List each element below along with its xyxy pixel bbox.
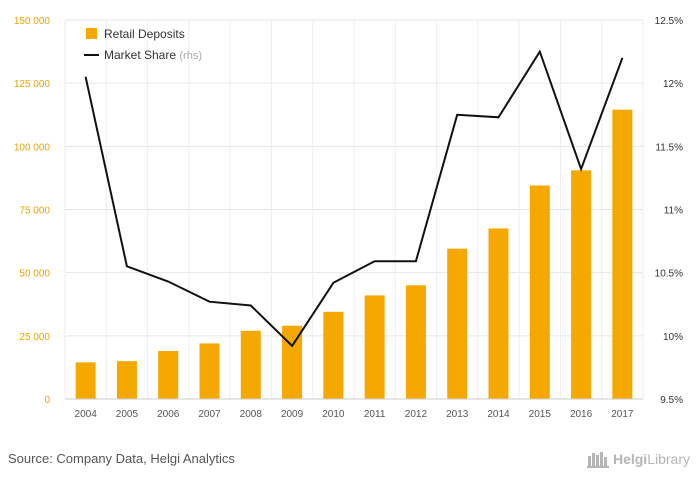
bar-2017 <box>612 109 633 400</box>
bar-2007 <box>199 343 220 399</box>
y-left-tick-label: 0 <box>44 395 50 406</box>
legend-swatch-retail-deposits <box>86 28 97 39</box>
grid <box>64 19 644 400</box>
bar-2005 <box>116 361 137 399</box>
x-tick-label: 2004 <box>75 409 98 420</box>
y-left-tick-label: 100 000 <box>14 142 51 153</box>
y-left-tick-label: 125 000 <box>14 79 51 90</box>
y-left-tick-label: 25 000 <box>19 332 50 343</box>
y-left-tick-label: 150 000 <box>14 16 51 27</box>
bar-2011 <box>364 295 385 399</box>
footer: Source: Company Data, Helgi Analytics He… <box>0 440 700 483</box>
x-tick-label: 2012 <box>405 409 428 420</box>
chart: 0 9.5% 25 000 10% 50 000 10.5% 75 000 11% 100 00… <box>14 16 683 420</box>
library-icon <box>586 452 609 468</box>
y-right-tick-label: 10% <box>663 332 683 343</box>
bar-2004 <box>75 362 96 399</box>
legend: Retail Deposits Market Share (rhs) <box>84 27 202 62</box>
market-share-line <box>84 49 624 348</box>
bar-2012 <box>405 285 426 399</box>
x-tick-label: 2015 <box>529 409 552 420</box>
x-tick-label: 2011 <box>364 409 386 420</box>
source-note: Source: Company Data, Helgi Analytics <box>8 451 235 466</box>
bar-2016 <box>571 170 592 399</box>
y-left-tick-label: 50 000 <box>19 269 50 280</box>
bar-2015 <box>529 185 550 399</box>
y-right-tick-label: 9.5% <box>660 395 683 406</box>
x-tick-label: 2009 <box>281 409 304 420</box>
bar-2010 <box>323 311 344 399</box>
bar-2014 <box>488 228 509 399</box>
bar-2009 <box>282 325 303 399</box>
axes: 0 9.5% 25 000 10% 50 000 10.5% 75 000 11% 100 00… <box>14 16 683 420</box>
y-left-tick-label: 75 000 <box>19 206 50 217</box>
x-tick-label: 2010 <box>322 409 345 420</box>
x-tick-label: 2006 <box>157 409 180 420</box>
bar-2006 <box>158 350 179 399</box>
combo-chart: 0 9.5% 25 000 10% 50 000 10.5% 75 000 11% 100 00… <box>14 16 683 420</box>
bar-2008 <box>240 330 261 399</box>
line-series <box>84 49 624 348</box>
y-right-tick-label: 11.5% <box>655 142 683 153</box>
x-tick-label: 2008 <box>240 409 263 420</box>
x-tick-label: 2007 <box>198 409 221 420</box>
x-tick-label: 2017 <box>611 409 634 420</box>
y-right-tick-label: 11% <box>664 206 683 217</box>
legend-label-retail-deposits: Retail Deposits <box>104 27 185 41</box>
brand-name: HelgiLibrary <box>612 451 690 467</box>
brand-logo: HelgiLibrary <box>586 450 690 468</box>
y-right-tick-label: 12% <box>663 79 683 90</box>
bar-series <box>75 109 633 400</box>
bar-2013 <box>447 248 468 399</box>
x-tick-label: 2005 <box>116 409 139 420</box>
x-tick-label: 2014 <box>487 409 510 420</box>
y-right-tick-label: 12.5% <box>655 16 683 27</box>
x-tick-label: 2013 <box>446 409 469 420</box>
legend-label-market-share: Market Share (rhs) <box>104 48 202 62</box>
y-right-tick-label: 10.5% <box>655 269 683 280</box>
x-tick-label: 2016 <box>570 409 593 420</box>
